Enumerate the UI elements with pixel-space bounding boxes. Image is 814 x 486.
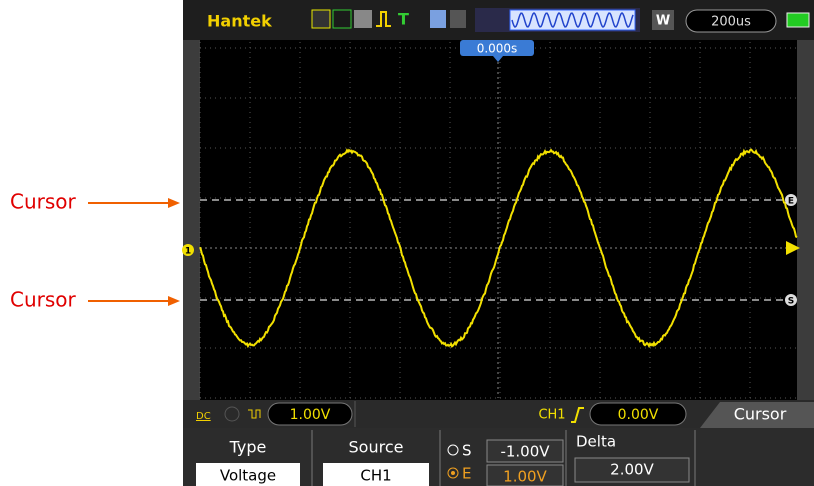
cursor-end-label: E	[788, 197, 794, 207]
icon	[333, 10, 351, 28]
icon	[354, 10, 372, 28]
mode: W	[656, 14, 670, 29]
channel-label: 1	[185, 247, 191, 257]
cursor-e-value: 1.00V	[503, 468, 547, 486]
annotation: Cursor	[10, 288, 77, 312]
arrow-head	[168, 296, 180, 306]
cursor-start-label: S	[788, 297, 794, 307]
menu-label[interactable]: Type	[229, 438, 267, 457]
cursor-e-label[interactable]: E	[462, 465, 471, 483]
icon	[312, 10, 330, 28]
delta-label: Delta	[576, 433, 616, 451]
brand: Hantek	[207, 12, 272, 31]
trigger-level: 0.00V	[618, 407, 659, 423]
cursor-s-value: -1.00V	[500, 443, 550, 461]
cursor-s-label[interactable]: S	[462, 442, 472, 460]
menu-label[interactable]: Source	[349, 438, 404, 457]
icon	[430, 10, 446, 28]
timebase: 200us	[711, 15, 751, 30]
coupling: DC	[196, 411, 211, 422]
trigger-source: CH1	[538, 408, 565, 423]
arrow-head	[168, 198, 180, 208]
icon: T	[398, 10, 409, 29]
battery	[787, 13, 809, 27]
annotation: Cursor	[10, 190, 77, 214]
icon	[450, 10, 466, 28]
ch1-scale: 1.00V	[290, 407, 331, 423]
scope-screenshot: Hantek T W 200us 0.000s E S 1 DC 1.00V C…	[0, 0, 814, 486]
menu-value[interactable]: Voltage	[220, 467, 276, 485]
menu-title: Cursor	[734, 405, 787, 424]
trigger-position: 0.000s	[477, 42, 518, 56]
menu-value[interactable]: CH1	[360, 467, 391, 485]
delta-value: 2.00V	[610, 461, 654, 479]
radio-dot	[451, 471, 455, 475]
page: Hantek T W 200us 0.000s E S 1 DC 1.00V C…	[0, 0, 814, 486]
